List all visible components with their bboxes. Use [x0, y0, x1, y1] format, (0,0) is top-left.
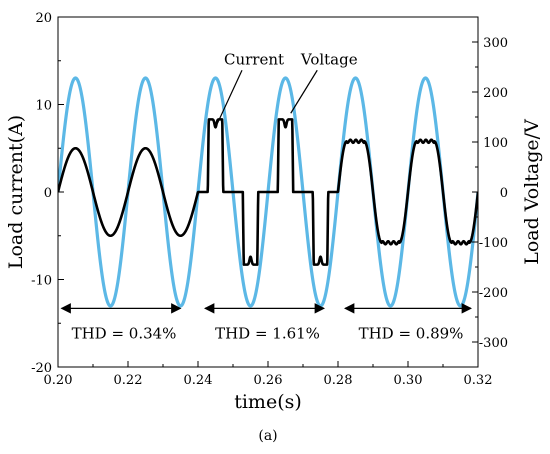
- y-left-tick-label: 0: [44, 186, 52, 201]
- series-annotation-label: Current: [224, 50, 284, 68]
- x-tick-label: 0.24: [184, 373, 213, 388]
- y-left-tick-label: 20: [35, 11, 52, 26]
- x-tick-label: 0.22: [114, 373, 143, 388]
- x-tick-label: 0.30: [394, 373, 423, 388]
- y-axis-label-left: Load current(A): [5, 115, 27, 269]
- figure-caption: (a): [258, 428, 277, 444]
- x-tick-label: 0.26: [254, 373, 283, 388]
- x-tick-label: 0.28: [324, 373, 353, 388]
- annotation-pointer-line: [216, 69, 243, 125]
- x-tick-label: 0.20: [44, 373, 73, 388]
- y-right-tick-label: -300: [479, 336, 508, 351]
- y-axis-label-right: Load Voltage/V: [521, 119, 543, 265]
- y-right-tick-label: 200: [483, 86, 508, 101]
- y-left-tick-label: -20: [31, 361, 52, 376]
- thd-label: THD = 1.61%: [215, 324, 320, 342]
- series-annotation-label: Voltage: [300, 50, 358, 68]
- x-tick-label: 0.32: [464, 373, 493, 388]
- current-series-line: [58, 118, 478, 266]
- y-right-tick-label: 0: [500, 186, 508, 201]
- annotation-pointer-line: [290, 69, 318, 114]
- y-right-tick-label: 100: [483, 136, 508, 151]
- y-left-tick-label: 10: [35, 99, 52, 114]
- y-right-tick-label: -200: [479, 286, 508, 301]
- thd-label: THD = 0.34%: [72, 324, 177, 342]
- x-axis-label: time(s): [234, 391, 302, 413]
- thd-label: THD = 0.89%: [359, 324, 464, 342]
- y-right-tick-label: -100: [479, 236, 508, 251]
- y-left-tick-label: -10: [31, 274, 52, 289]
- y-right-tick-label: 300: [483, 36, 508, 51]
